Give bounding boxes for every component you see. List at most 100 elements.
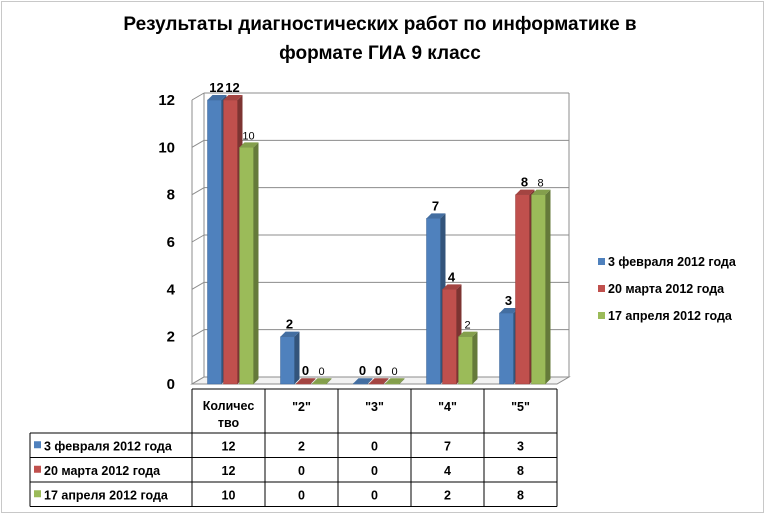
legend-key (598, 285, 605, 292)
chart-title-line-1: Результаты диагностических работ по инфо… (123, 14, 637, 35)
table-cell: 2 (444, 488, 451, 502)
bar (223, 99, 238, 385)
bar-side (399, 378, 405, 384)
bar (207, 99, 222, 385)
bar-top (426, 213, 446, 219)
bar-side (310, 378, 316, 384)
bar-data-label: 2 (286, 317, 293, 332)
y-tick-label: 6 (167, 234, 175, 251)
x-category-label: "4" (438, 400, 457, 414)
bar (280, 336, 295, 385)
x-category-label: тво (218, 416, 240, 430)
bar (531, 194, 546, 385)
bar (353, 382, 368, 385)
table-cell: 0 (298, 464, 305, 478)
table-series-name: 20 марта 2012 года (44, 464, 161, 478)
bar-top (223, 95, 243, 100)
gridline-side (191, 234, 205, 243)
bar-data-label: 0 (302, 363, 309, 378)
x-category-label: "5" (511, 400, 530, 414)
bar-data-label: 0 (375, 363, 382, 378)
bar-top (442, 284, 462, 290)
table-cell: 2 (298, 439, 305, 453)
bar-data-label: 0 (359, 363, 366, 378)
bar-data-label: 8 (537, 178, 543, 190)
bar-top (531, 189, 551, 195)
bar-data-label: 8 (521, 175, 528, 190)
bar (499, 312, 514, 385)
legend-key (598, 258, 605, 265)
table-legend-key (34, 441, 41, 449)
bar-data-label: 10 (242, 130, 254, 142)
bar-side (367, 378, 373, 384)
table-cell: 10 (222, 488, 236, 502)
table-legend-key (34, 465, 41, 473)
bar-top (353, 378, 373, 384)
gridline-side (191, 329, 205, 338)
bar (296, 382, 311, 385)
gridline-side (191, 187, 205, 196)
table-cell: 8 (517, 488, 524, 502)
table-cell: 0 (371, 464, 378, 478)
bar-top (280, 331, 300, 337)
bar-top (458, 331, 478, 337)
bar (385, 382, 400, 385)
legend-label: 3 февраля 2012 года (608, 255, 737, 269)
bar-top (312, 378, 332, 384)
bar-data-label: 2 (464, 320, 470, 332)
y-tick-label: 8 (167, 187, 175, 204)
chart-title: Результаты диагностических работ по инфо… (60, 10, 700, 68)
bar (312, 382, 327, 385)
table-cell: 12 (222, 439, 236, 453)
bar-top (515, 189, 535, 195)
bar-top (369, 378, 389, 384)
y-tick-label: 0 (167, 376, 175, 393)
gridline-side (191, 281, 205, 290)
bar-side (253, 142, 259, 384)
gridline-side (191, 92, 205, 101)
table-cell: 8 (517, 464, 524, 478)
gridline-side (191, 139, 205, 148)
bar (369, 382, 384, 385)
bar-side (472, 331, 478, 384)
bar-data-label: 12 (225, 80, 239, 95)
bar-data-label: 12 (209, 80, 223, 95)
bar-data-label: 7 (432, 198, 439, 213)
bar (426, 218, 441, 385)
table-series-name: 3 февраля 2012 года (44, 439, 173, 453)
bar-side (545, 189, 551, 384)
x-category-label: "2" (292, 400, 311, 414)
bar (239, 147, 254, 385)
table-cell: 0 (371, 488, 378, 502)
legend-label: 20 марта 2012 года (608, 282, 725, 296)
x-category-label: Количес (203, 399, 255, 413)
table-cell: 3 (517, 439, 524, 453)
table-cell: 4 (444, 464, 451, 478)
x-category-label: "3" (365, 400, 384, 414)
bar-data-label: 4 (448, 269, 456, 284)
table-series-name: 17 апреля 2012 года (44, 488, 169, 502)
bar (515, 194, 530, 385)
bar-data-label: 0 (391, 366, 397, 378)
bar-top (239, 142, 259, 148)
legend-label: 17 апреля 2012 года (608, 309, 733, 323)
table-cell: 0 (298, 488, 305, 502)
bar-top (499, 308, 519, 313)
bar-side (326, 378, 332, 384)
bar (458, 336, 473, 385)
table-legend-key (34, 490, 41, 498)
bar-side (294, 331, 300, 384)
bar (442, 289, 457, 385)
bar-top (385, 378, 405, 384)
bar-side (383, 378, 389, 384)
bar-top (296, 378, 316, 384)
y-tick-label: 2 (167, 329, 175, 346)
bar-data-label: 0 (318, 366, 324, 378)
bar-data-label: 3 (505, 293, 512, 308)
table-cell: 12 (222, 464, 236, 478)
y-tick-label: 12 (158, 92, 175, 109)
y-tick-label: 10 (158, 139, 175, 156)
table-cell: 0 (371, 439, 378, 453)
